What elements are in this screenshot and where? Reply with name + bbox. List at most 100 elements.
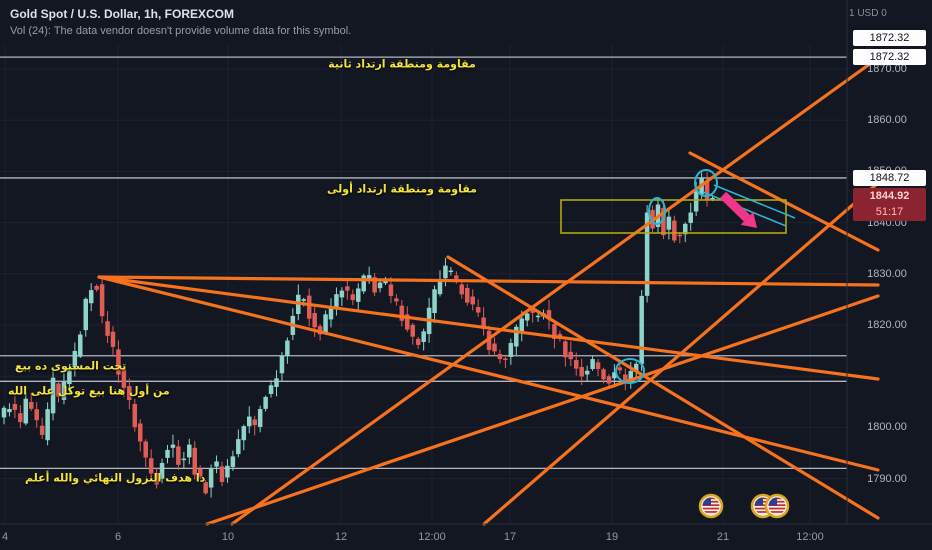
- price-line-value-box: 1848.72: [853, 170, 926, 186]
- candle-up: [279, 355, 285, 374]
- trend-line[interactable]: [230, 56, 880, 526]
- trend-line[interactable]: [446, 255, 880, 520]
- price-axis-label: 1860.00: [867, 114, 907, 127]
- candle-up: [361, 275, 366, 292]
- trend-line[interactable]: [482, 181, 880, 526]
- highlight-ellipse[interactable]: [615, 358, 645, 384]
- candle-up: [639, 295, 644, 365]
- candle-down: [503, 358, 508, 360]
- candle-down: [138, 423, 143, 442]
- time-axis-label: 12: [334, 531, 348, 543]
- candle-up: [437, 279, 443, 295]
- candle-down: [574, 360, 579, 369]
- highlight-ellipse[interactable]: [648, 197, 666, 225]
- symbol-title[interactable]: Gold Spot / U.S. Dollar, 1h, FOREXCOM: [10, 7, 235, 21]
- flag-canton: [702, 497, 711, 506]
- candle-down: [677, 234, 683, 237]
- candle-down: [459, 284, 465, 295]
- time-axis-label: 21: [716, 531, 730, 543]
- candle-up: [339, 290, 345, 298]
- flag-stripe: [702, 507, 720, 510]
- volume-study-legend[interactable]: Vol (24): The data vendor doesn't provid…: [10, 25, 352, 37]
- candle-down: [552, 324, 557, 339]
- time-axis-label: 6: [114, 531, 122, 543]
- candle-down: [29, 401, 34, 409]
- annotation-sell-from-here[interactable]: من أول هنا بيع توكل على الله: [8, 384, 170, 398]
- highlight-rectangle[interactable]: [560, 199, 787, 234]
- trend-line[interactable]: [97, 275, 880, 381]
- trend-line[interactable]: [205, 294, 880, 526]
- time-axis-label: 4: [1, 531, 9, 543]
- candle-down: [176, 446, 181, 465]
- us-flag-event-icon[interactable]: [764, 493, 790, 519]
- candle-up: [241, 426, 247, 441]
- candle-down: [601, 369, 606, 380]
- candle-down: [252, 419, 257, 426]
- candle-up: [274, 378, 279, 387]
- candle-down: [56, 383, 61, 397]
- highlight-ellipse[interactable]: [694, 169, 718, 197]
- candle-up: [50, 377, 56, 414]
- candle-down: [34, 409, 39, 421]
- candle-down: [39, 425, 45, 435]
- candle-up: [88, 290, 94, 304]
- candle-up: [61, 381, 67, 400]
- candle-down: [312, 313, 317, 328]
- candle-up: [334, 294, 339, 308]
- down-arrow-drawing[interactable]: [719, 191, 757, 228]
- candle-up: [263, 396, 268, 409]
- candle-up: [448, 270, 454, 273]
- price-axis-label: 1820.00: [867, 319, 907, 331]
- candle-down: [203, 482, 208, 494]
- candle-down: [127, 386, 132, 400]
- candle-down: [497, 354, 503, 360]
- candle-up: [443, 265, 448, 279]
- annotation-sell-below-level[interactable]: تحت المستوى ده بيع: [15, 359, 127, 373]
- candle-down: [672, 220, 677, 241]
- annotation-final-downside-target[interactable]: دا هدف النزول النهائي والله أعلم: [25, 471, 206, 485]
- candle-up: [1, 407, 7, 418]
- candle-up: [72, 350, 78, 368]
- arrow-shaft: [719, 191, 751, 222]
- candle-down: [563, 341, 568, 358]
- candle-up: [230, 456, 236, 467]
- flag-stripe: [702, 511, 720, 513]
- candle-down: [121, 369, 127, 388]
- candlestick-series: [1, 172, 715, 498]
- us-flag-event-icon[interactable]: [698, 493, 724, 519]
- price-axis-label: 1790.00: [867, 472, 907, 485]
- annotation-second-resistance-zone[interactable]: مقاومة ومنطقة ارتداد ثانية: [328, 57, 476, 71]
- candle-up: [628, 371, 633, 379]
- time-axis-label: 19: [605, 531, 619, 543]
- candle-up: [285, 340, 290, 356]
- candle-down: [219, 466, 225, 483]
- candle-down: [143, 441, 148, 458]
- price-line-value-box: 1872.32: [853, 49, 926, 65]
- candle-up: [187, 444, 192, 458]
- flag-canton: [768, 497, 777, 506]
- flag-face: [768, 497, 786, 513]
- time-axis-label: 17: [503, 531, 517, 543]
- bar-countdown: 51:17: [875, 206, 904, 218]
- candle-up: [165, 449, 170, 458]
- cyan-trend-line[interactable]: [702, 191, 787, 227]
- flag-stripe: [768, 507, 786, 510]
- trend-line[interactable]: [97, 275, 880, 472]
- candle-up: [170, 444, 176, 448]
- candle-down: [132, 403, 138, 428]
- candle-up: [67, 370, 72, 385]
- cyan-trend-line[interactable]: [713, 184, 796, 219]
- annotation-first-resistance-zone[interactable]: مقاومة ومنطقة ارتداد أولى: [327, 182, 477, 196]
- candle-down: [394, 298, 399, 302]
- candle-down: [350, 294, 356, 301]
- flag-stripe: [768, 511, 786, 513]
- candle-down: [617, 367, 623, 371]
- time-axis-label: 12:00: [418, 531, 446, 543]
- candle-up: [323, 314, 328, 334]
- candle-down: [306, 295, 312, 319]
- candle-up: [535, 315, 541, 318]
- candle-up: [257, 409, 263, 427]
- candle-down: [492, 343, 497, 352]
